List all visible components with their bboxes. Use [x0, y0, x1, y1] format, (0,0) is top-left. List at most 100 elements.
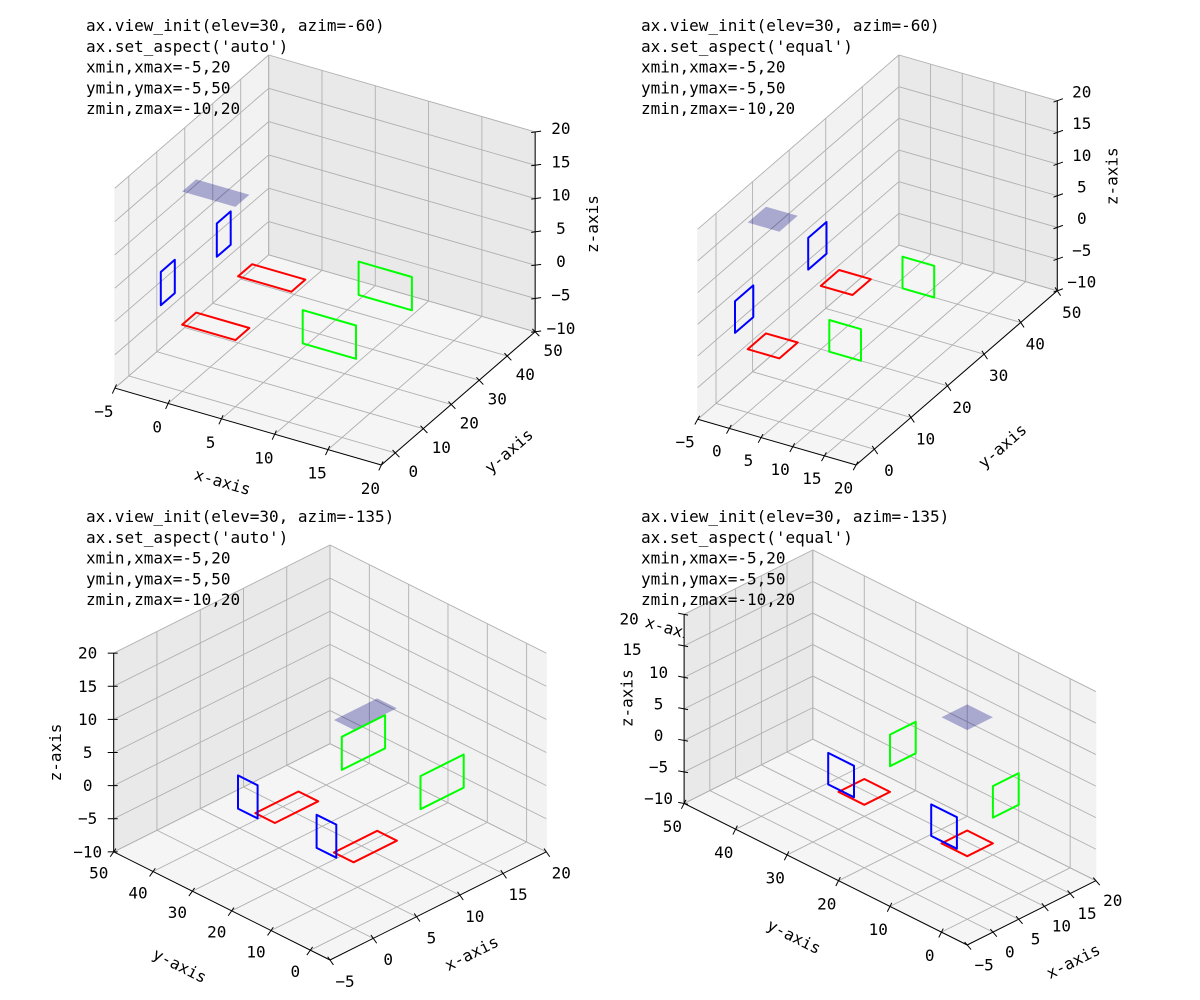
z-tick-label: −5: [78, 809, 97, 828]
grid-line: [212, 302, 480, 381]
z-tick: [531, 263, 542, 267]
y-tick: [109, 848, 117, 858]
x-tick: [1067, 890, 1075, 899]
y-tick: [981, 350, 988, 360]
grid-line: [268, 221, 536, 299]
z-tick: [678, 801, 689, 805]
grid-line: [752, 371, 912, 418]
grid-line: [812, 675, 1097, 819]
rectangle-outline: [837, 778, 891, 806]
x-tick: [821, 452, 827, 462]
x-tick-label: 10: [771, 460, 790, 479]
y-axis-line: [855, 290, 1058, 466]
rectangle-outline: [340, 714, 387, 771]
grid-line: [697, 181, 900, 357]
z-tick: [678, 644, 689, 648]
grid-line: [167, 269, 323, 404]
y-tick: [149, 867, 156, 877]
rectangle-outline: [901, 255, 936, 299]
x-tick-label: 0: [152, 418, 162, 437]
z-tick-label: −5: [551, 286, 570, 305]
grid-line: [812, 549, 1097, 692]
grid-line: [715, 403, 875, 450]
grid-line: [735, 764, 865, 830]
grid-line: [113, 743, 331, 853]
z-tick-label: 20: [78, 644, 97, 663]
x-tick-label: 5: [744, 451, 754, 470]
grid-line: [898, 117, 1058, 165]
z-tick-label: 15: [1072, 114, 1091, 133]
x-tick-label: 10: [254, 448, 273, 467]
filled-rectangle: [941, 704, 993, 731]
grid-line: [709, 790, 994, 933]
z-tick-label: −10: [1067, 273, 1096, 292]
x-tick: [964, 941, 972, 950]
grid-line: [941, 867, 1071, 933]
title-line: ax.view_init(elev=30, azim=-60): [641, 16, 940, 35]
rectangle-outline: [734, 284, 755, 334]
z-tick-label: −10: [546, 319, 575, 338]
x-tick: [1041, 903, 1049, 912]
y-tick-label: 40: [516, 365, 535, 384]
z-tick-label: 5: [654, 695, 664, 714]
z-tick: [1053, 129, 1064, 135]
x-tick-label: 0: [1005, 942, 1015, 961]
y-tick: [448, 401, 456, 410]
z-tick-label: 0: [556, 252, 566, 271]
y-tick: [1054, 287, 1062, 297]
z-tick: [678, 707, 689, 711]
grid-line: [327, 316, 483, 450]
x-tick-label: 15: [1077, 904, 1096, 923]
grid-line: [114, 54, 269, 189]
grid-line: [812, 738, 1097, 882]
rectangle-outline: [315, 813, 338, 859]
z-tick-label: 20: [1072, 82, 1091, 101]
grid-line: [697, 118, 900, 293]
y-tick-label: 50: [89, 864, 108, 883]
x-tick: [989, 928, 998, 938]
grid-line: [329, 643, 547, 753]
y-tick: [783, 851, 790, 861]
title-line: ax.view_init(elev=30, azim=-135): [641, 507, 949, 526]
grid-line: [683, 644, 813, 710]
x-tick-label: 20: [552, 864, 571, 883]
title-line: ymin,ymax=-5,50: [641, 78, 786, 97]
y-tick: [732, 825, 738, 835]
z-tick: [531, 130, 542, 133]
z-tick-label: −10: [644, 789, 673, 808]
y-tick: [886, 902, 893, 912]
grid-line: [735, 777, 1019, 920]
x-tick: [413, 913, 421, 922]
z-tick: [1053, 256, 1064, 261]
z-tick-label: 20: [619, 610, 638, 629]
grid-line: [243, 786, 460, 896]
title-line: ax.set_aspect('auto'): [86, 37, 288, 56]
rectangle-outline: [828, 319, 862, 362]
z-axis-label: z-axis: [46, 724, 65, 782]
rectangle-outline: [889, 720, 917, 768]
rectangle-outline: [215, 210, 232, 258]
grid-line: [286, 764, 504, 874]
z-tick-label: −5: [1072, 241, 1091, 260]
y-axis-line: [380, 331, 536, 466]
title-line: zmin,zmax=-10,20: [641, 590, 795, 609]
grid-line: [683, 549, 813, 615]
grid-line: [812, 707, 1097, 850]
grid-line: [898, 54, 1058, 102]
x-tick: [271, 430, 277, 440]
z-tick: [531, 163, 542, 167]
title-line: zmin,zmax=-10,20: [86, 99, 240, 118]
rectangle-outline: [159, 258, 176, 307]
subplot-bottom-right: −505101520x-axis01020304050y-axis−10−505…: [618, 507, 1123, 983]
z-tick: [1053, 224, 1064, 230]
y-tick: [188, 887, 196, 897]
title-line: ax.set_aspect('equal'): [641, 37, 853, 56]
z-tick: [678, 738, 689, 742]
z-tick: [531, 297, 542, 300]
z-tick: [531, 330, 542, 333]
grid-line: [329, 610, 547, 720]
y-tick-label: 10: [432, 438, 451, 457]
x-axis-label: x-axis: [441, 932, 501, 975]
grid-line: [231, 802, 449, 912]
y-axis-label: y-axis: [974, 420, 1030, 472]
